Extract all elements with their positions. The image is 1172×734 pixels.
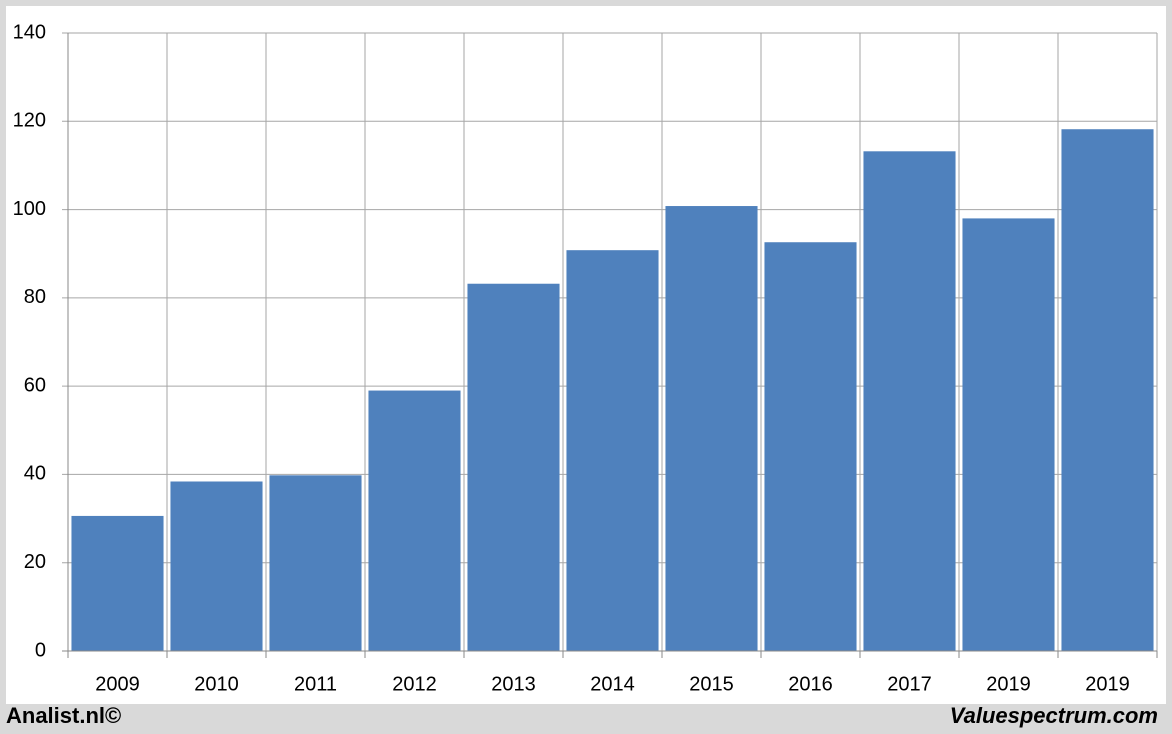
bar bbox=[1061, 129, 1154, 651]
y-tick-label: 40 bbox=[24, 463, 46, 485]
y-tick-label: 140 bbox=[13, 21, 46, 43]
bar bbox=[368, 390, 461, 651]
y-tick-label: 60 bbox=[24, 374, 46, 396]
bar bbox=[962, 218, 1055, 651]
bar bbox=[764, 242, 857, 652]
x-tick-label: 2015 bbox=[689, 673, 734, 695]
x-tick-label: 2013 bbox=[491, 673, 536, 695]
bar bbox=[170, 481, 263, 651]
y-tick-label: 100 bbox=[13, 198, 46, 220]
footer-right: Valuespectrum.com bbox=[950, 703, 1158, 728]
x-tick-label: 2017 bbox=[887, 673, 932, 695]
y-tick-label: 120 bbox=[13, 110, 46, 132]
footer-left: Analist.nl© bbox=[6, 703, 121, 728]
x-tick-label: 2014 bbox=[590, 673, 635, 695]
x-tick-label: 2011 bbox=[294, 673, 337, 695]
bar bbox=[665, 206, 758, 652]
x-tick-label: 2016 bbox=[788, 673, 833, 695]
y-tick-label: 80 bbox=[24, 286, 46, 308]
x-tick-label: 2019 bbox=[1085, 673, 1130, 695]
x-tick-label: 2009 bbox=[95, 673, 140, 695]
bar bbox=[566, 250, 659, 651]
bar bbox=[863, 151, 956, 651]
bar bbox=[467, 283, 560, 651]
x-tick-label: 2019 bbox=[986, 673, 1031, 695]
x-tick-label: 2012 bbox=[392, 673, 437, 695]
x-tick-label: 2010 bbox=[194, 673, 239, 695]
y-tick-label: 20 bbox=[24, 551, 46, 573]
y-tick-label: 0 bbox=[35, 639, 46, 661]
bar bbox=[269, 475, 362, 651]
bar bbox=[71, 515, 164, 651]
